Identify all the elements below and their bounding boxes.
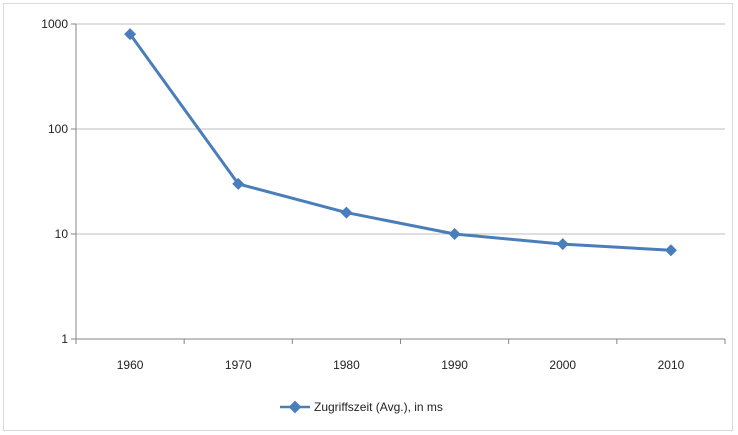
x-tick-labels: 1960 1970 1980 1990 2000 2010 [117, 358, 685, 372]
x-tick-label-2000: 2000 [549, 358, 576, 372]
data-point-2000 [556, 238, 569, 251]
data-point-1970 [232, 177, 245, 190]
series-group [124, 28, 677, 257]
data-point-1960 [124, 28, 137, 41]
data-point-2010 [664, 244, 677, 257]
legend: Zugriffszeit (Avg.), in ms [280, 400, 443, 414]
data-point-1990 [448, 228, 461, 240]
x-tick-label-1990: 1990 [441, 358, 468, 372]
y-tick-label-10: 10 [55, 227, 69, 241]
x-tick-label-1960: 1960 [117, 358, 144, 372]
y-tick-label-100: 100 [48, 122, 68, 136]
y-tick-label-1000: 1000 [41, 17, 68, 31]
y-tick-label-1: 1 [61, 332, 68, 346]
series-line-0 [128, 33, 672, 252]
x-tick-label-2010: 2010 [658, 358, 685, 372]
data-point-1980 [340, 206, 353, 219]
axes [71, 23, 726, 344]
x-tick-label-1980: 1980 [333, 358, 360, 372]
x-tick-label-1970: 1970 [225, 358, 252, 372]
y-tick-labels: 1 10 100 1000 [41, 17, 68, 346]
legend-marker [288, 400, 302, 414]
legend-label: Zugriffszeit (Avg.), in ms [314, 400, 443, 414]
gridlines [76, 23, 725, 235]
